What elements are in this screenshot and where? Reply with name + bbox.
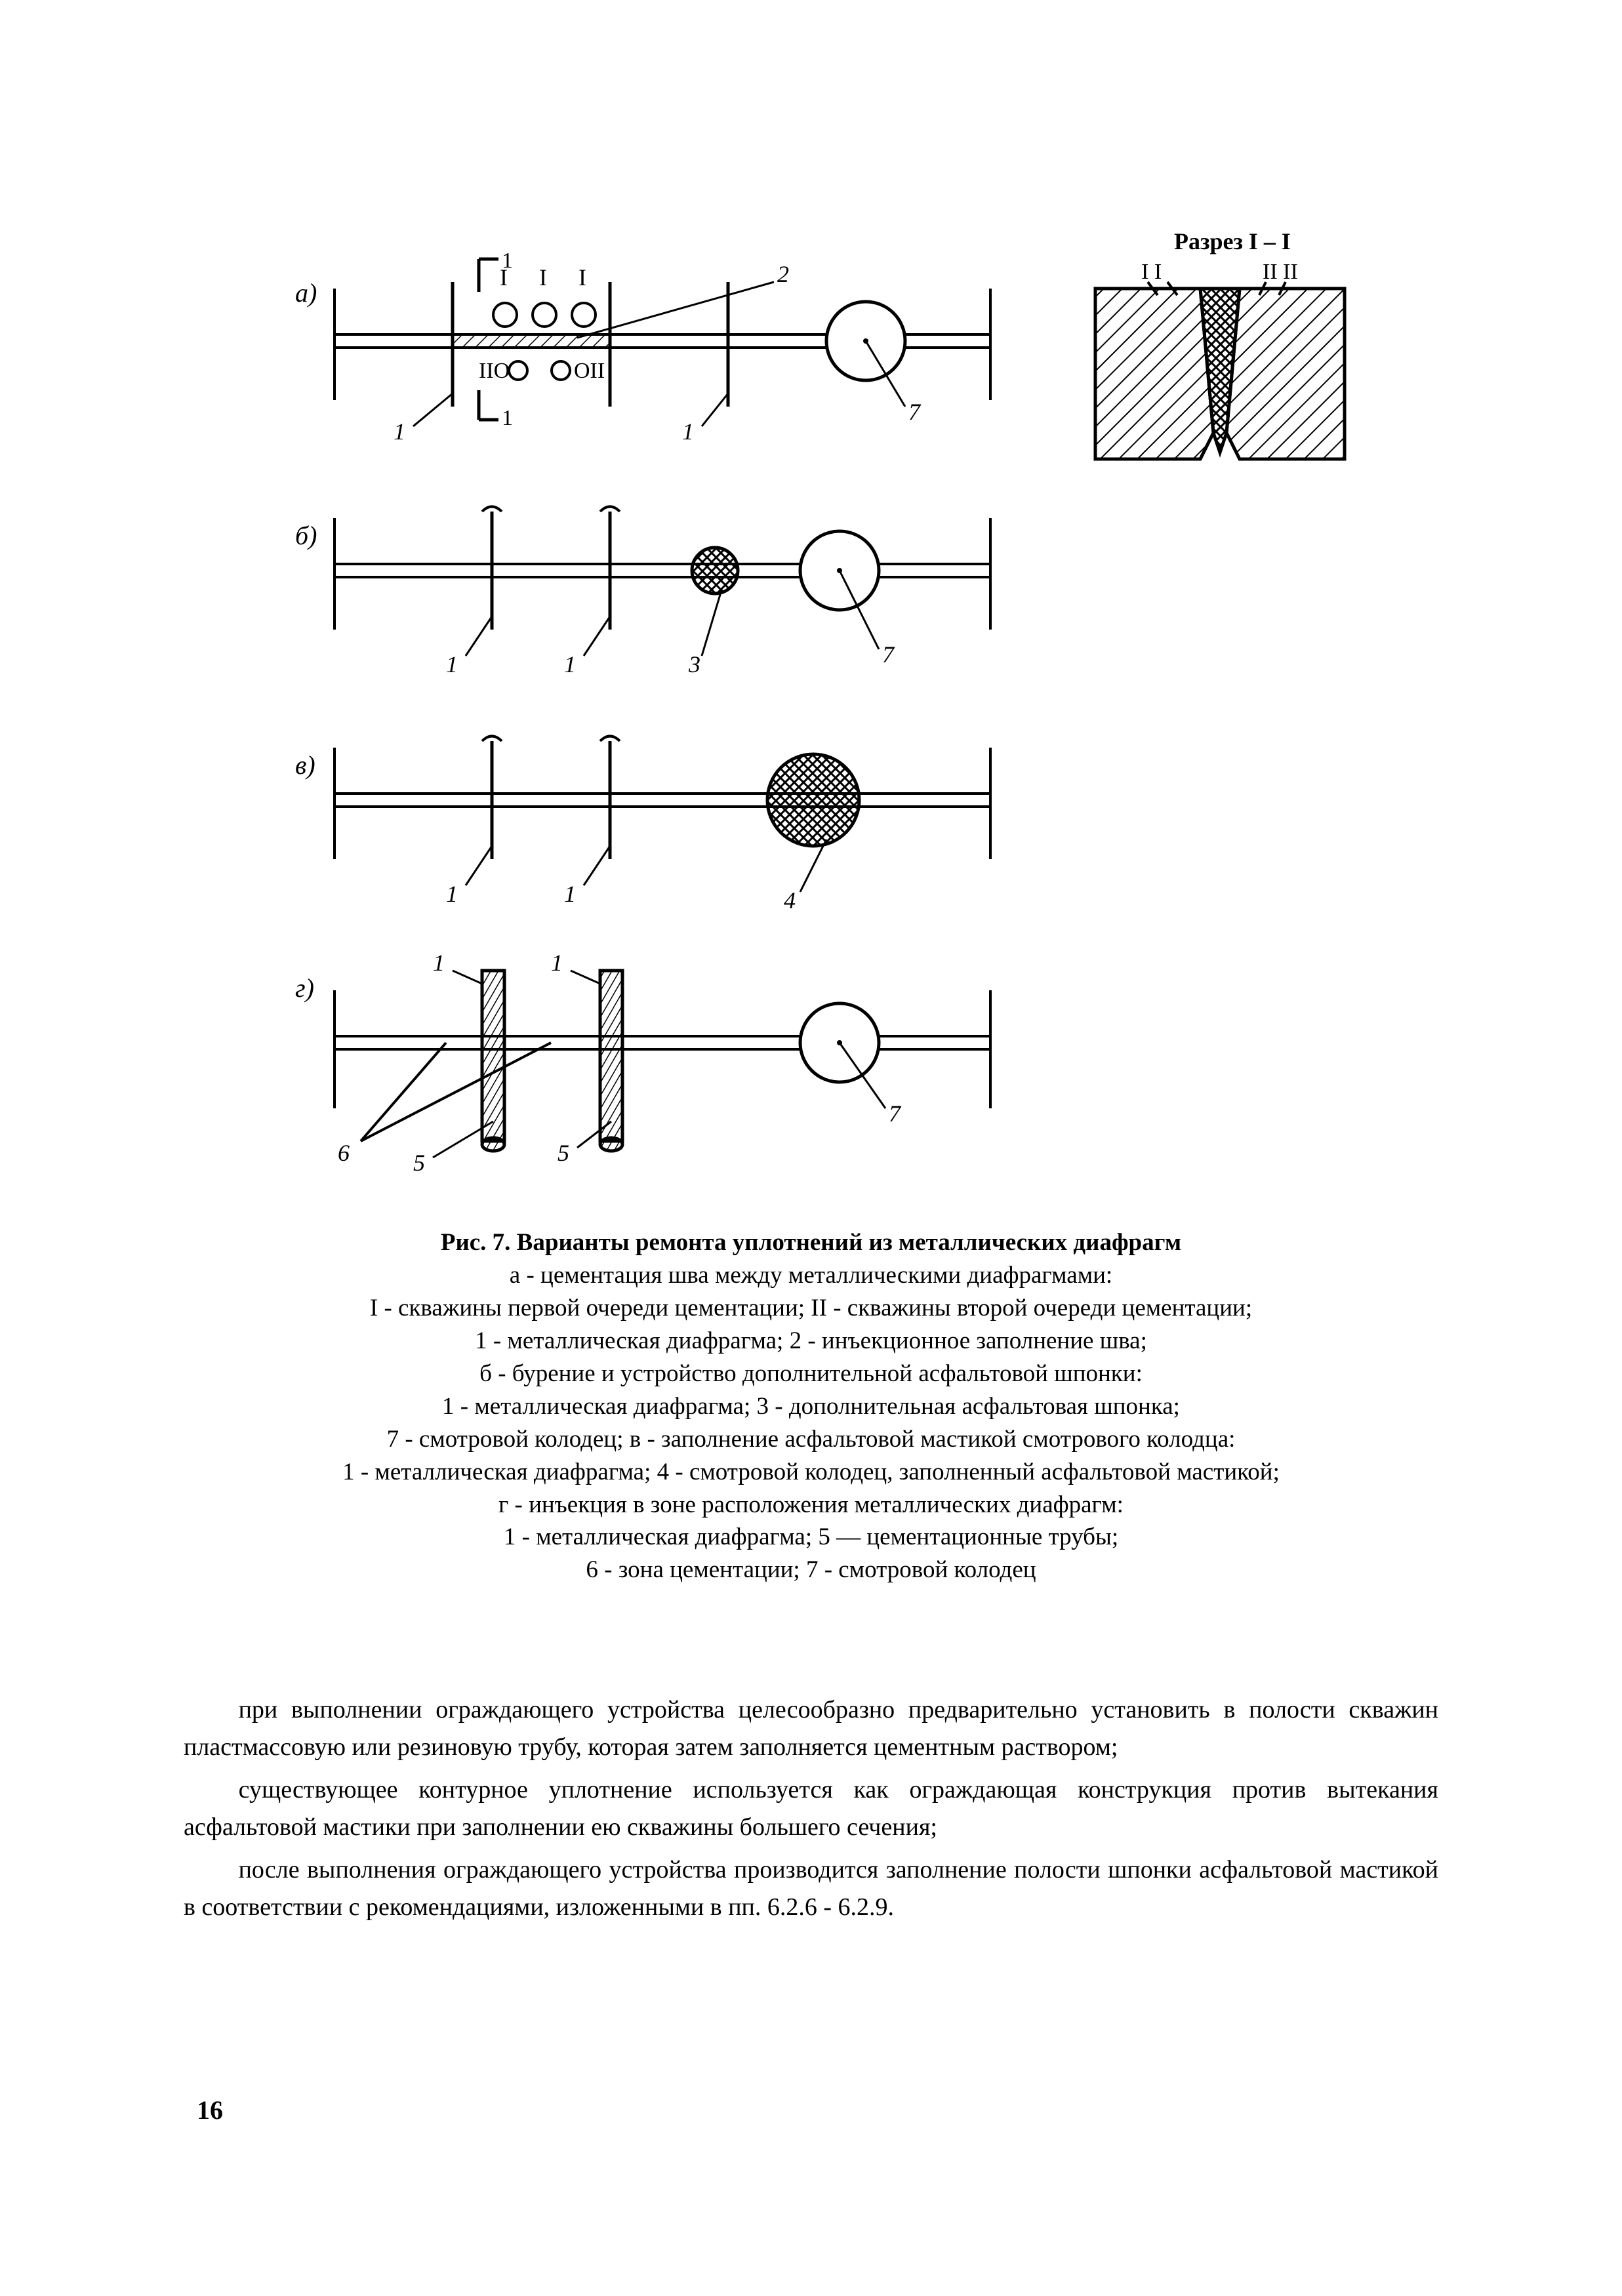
section-label-IIII-right: II II xyxy=(1263,260,1298,284)
caption-line-8: 1 - металлическая диафрагма; 5 — цемента… xyxy=(184,1521,1438,1554)
caption-line-1: I - скважины первой очереди цементации; … xyxy=(184,1292,1438,1325)
section-marker-1-bot: 1 xyxy=(502,406,513,430)
caption-line-9: 6 - зона цементации; 7 - смотровой колод… xyxy=(184,1554,1438,1586)
page: а) I I I xyxy=(0,0,1622,2296)
label-7-b: 7 xyxy=(882,641,895,668)
label-5-g-left: 5 xyxy=(413,1150,425,1176)
section-marker-1-top: 1 xyxy=(502,249,513,273)
label-1-a-left: 1 xyxy=(394,418,405,445)
label-6-g: 6 xyxy=(338,1140,350,1166)
para-3: после выполнения ограждающего устройства… xyxy=(184,1851,1438,1926)
figure-caption: Рис. 7. Варианты ремонта уплотнений из м… xyxy=(184,1226,1438,1586)
section-I-I: Разрез I – I I I II II xyxy=(1095,228,1345,459)
label-4-v: 4 xyxy=(784,887,796,914)
caption-line-2: 1 - металлическая диафрагма; 2 - инъекци… xyxy=(184,1325,1438,1358)
label-IIO: IIО xyxy=(479,359,510,383)
caption-line-4: 1 - металлическая диафрагма; 3 - дополни… xyxy=(184,1390,1438,1423)
label-7-g: 7 xyxy=(889,1100,902,1127)
variant-v-group: в) 1 1 4 xyxy=(295,736,990,914)
label-1-a-right: 1 xyxy=(682,418,694,445)
variant-a-group: а) I I I xyxy=(295,249,990,445)
body-text: при выполнении ограждающего устройства ц… xyxy=(184,1691,1438,1925)
label-1-v-left: 1 xyxy=(446,881,458,907)
caption-line-5: 7 - смотровой колодец; в - заполнение ас… xyxy=(184,1423,1438,1456)
label-7-a: 7 xyxy=(908,399,922,425)
label-1-g-left: 1 xyxy=(433,950,445,976)
variant-g-label: г) xyxy=(295,973,314,1003)
caption-line-6: 1 - металлическая диафрагма; 4 - смотров… xyxy=(184,1456,1438,1489)
figure-7: а) I I I xyxy=(184,223,1438,1187)
label-I-3: I xyxy=(578,264,586,291)
label-1-b-right: 1 xyxy=(564,651,576,677)
label-I-2: I xyxy=(539,264,547,291)
section-label-II-left: I I xyxy=(1141,260,1162,284)
para-1: при выполнении ограждающего устройства ц… xyxy=(184,1691,1438,1766)
label-1-g-right: 1 xyxy=(551,950,563,976)
label-3-b: 3 xyxy=(688,651,700,677)
variant-g-group: г) xyxy=(295,950,990,1176)
caption-line-7: г - инъекция в зоне расположения металли… xyxy=(184,1489,1438,1521)
label-2-a: 2 xyxy=(777,261,789,287)
label-OII: ОII xyxy=(574,359,605,383)
page-number: 16 xyxy=(197,2095,223,2125)
variant-b-group: б) 1 xyxy=(295,507,990,678)
variant-a-label: а) xyxy=(295,278,317,308)
variant-v-label: в) xyxy=(295,750,315,780)
variant-b-label: б) xyxy=(295,521,317,550)
caption-line-0: а - цементация шва между металлическими … xyxy=(184,1259,1438,1292)
section-title: Разрез I – I xyxy=(1174,228,1291,254)
label-1-v-right: 1 xyxy=(564,881,576,907)
label-5-g-right: 5 xyxy=(558,1140,569,1166)
caption-line-3: б - бурение и устройство дополнительной … xyxy=(184,1358,1438,1390)
para-2: существующее контурное уплотнение исполь… xyxy=(184,1771,1438,1846)
label-1-b-left: 1 xyxy=(446,651,458,677)
caption-title: Рис. 7. Варианты ремонта уплотнений из м… xyxy=(441,1229,1181,1256)
